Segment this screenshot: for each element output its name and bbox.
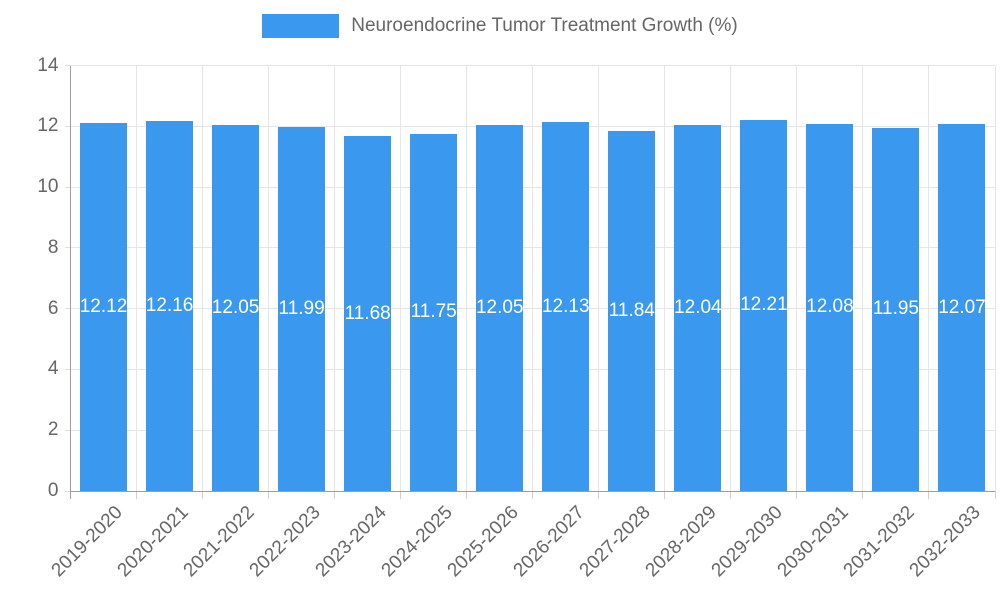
bar <box>278 126 326 491</box>
y-axis-tick <box>64 490 71 492</box>
x-axis-tick <box>730 491 732 499</box>
x-gridline <box>202 65 204 491</box>
x-gridline <box>862 65 864 491</box>
x-gridline <box>928 65 930 491</box>
y-tick-label: 4 <box>47 358 59 380</box>
x-axis-tick <box>928 491 930 499</box>
x-gridline <box>334 65 336 491</box>
y-axis-tick <box>64 429 71 431</box>
bar-value-label: 12.04 <box>674 297 722 319</box>
y-axis-tick <box>64 368 71 370</box>
bar <box>212 124 260 491</box>
x-tick-label: 2019-2020 <box>47 502 127 582</box>
x-axis-tick <box>598 491 600 499</box>
x-tick-label: 2030-2031 <box>773 502 853 582</box>
x-axis-tick <box>994 491 996 499</box>
legend-swatch <box>262 14 340 38</box>
bar <box>410 133 458 491</box>
bar-value-label: 12.12 <box>79 295 128 317</box>
y-tick-label: 8 <box>47 236 59 258</box>
y-tick-label: 0 <box>47 480 59 501</box>
x-gridline <box>664 65 666 491</box>
x-axis-line <box>70 490 995 492</box>
x-tick-label: 2031-2032 <box>839 502 919 582</box>
y-axis-tick <box>64 186 71 188</box>
bar <box>806 123 854 491</box>
legend-label: Neuroendocrine Tumor Treatment Growth (%… <box>351 15 738 36</box>
bar <box>740 119 788 491</box>
bar-value-label: 11.75 <box>410 301 457 323</box>
x-axis-tick <box>796 491 798 499</box>
x-axis-tick <box>862 491 864 499</box>
x-tick-label: 2026-2027 <box>509 502 589 582</box>
x-gridline <box>268 65 270 491</box>
bar-value-label: 11.68 <box>344 302 391 324</box>
y-axis-line <box>70 65 71 499</box>
x-axis-tick <box>466 491 468 499</box>
y-tick-label: 10 <box>37 176 59 198</box>
x-gridline <box>400 65 402 491</box>
y-tick-label: 12 <box>37 115 59 137</box>
bar <box>146 121 194 491</box>
x-axis-tick <box>400 491 402 499</box>
x-gridline <box>532 65 534 491</box>
legend: Neuroendocrine Tumor Treatment Growth (%… <box>0 14 1000 38</box>
x-axis-tick <box>532 491 534 499</box>
bar-value-label: 12.21 <box>740 294 788 316</box>
x-gridline <box>598 65 600 491</box>
bar <box>542 122 590 491</box>
bar-value-label: 11.95 <box>872 298 920 320</box>
bar-value-label: 12.05 <box>211 296 260 318</box>
x-tick-label: 2023-2024 <box>311 502 391 582</box>
bar-value-label: 11.99 <box>278 297 325 319</box>
legend-item[interactable]: Neuroendocrine Tumor Treatment Growth (%… <box>262 14 738 38</box>
x-tick-label: 2022-2023 <box>245 502 325 582</box>
x-tick-label: 2027-2028 <box>575 502 655 582</box>
x-gridline <box>466 65 468 491</box>
bar <box>938 124 986 491</box>
x-gridline <box>730 65 732 491</box>
bar-value-label: 12.05 <box>475 296 524 318</box>
x-gridline <box>796 65 798 491</box>
x-tick-label: 2025-2026 <box>443 502 523 582</box>
y-tick-label: 6 <box>47 297 59 319</box>
bar-value-label: 11.84 <box>608 300 655 322</box>
x-axis-tick <box>202 491 204 499</box>
bar-value-label: 12.08 <box>806 296 854 318</box>
x-tick-label: 2029-2030 <box>707 502 787 582</box>
x-axis-tick <box>136 491 138 499</box>
y-tick-label: 2 <box>47 419 59 441</box>
x-tick-label: 2032-2033 <box>905 502 985 582</box>
bar-value-label: 12.13 <box>541 295 590 317</box>
bar <box>608 131 656 491</box>
bar <box>674 125 722 491</box>
y-tick-label: 14 <box>37 54 59 76</box>
bar <box>80 122 128 491</box>
x-tick-label: 2028-2029 <box>641 502 721 582</box>
x-axis-tick <box>664 491 666 499</box>
y-axis-tick <box>64 247 71 249</box>
y-axis-tick <box>64 65 71 66</box>
bar-value-label: 12.07 <box>938 296 986 318</box>
bar <box>872 127 920 491</box>
x-tick-label: 2024-2025 <box>377 502 457 582</box>
x-axis-tick <box>334 491 336 499</box>
x-axis-tick <box>268 491 270 499</box>
bar <box>476 124 524 491</box>
x-tick-label: 2021-2022 <box>179 502 259 582</box>
x-tick-label: 2020-2021 <box>113 502 193 582</box>
y-axis-tick <box>64 125 71 127</box>
x-gridline <box>994 65 996 491</box>
bar-value-label: 12.16 <box>145 295 194 317</box>
x-gridline <box>136 65 138 491</box>
y-axis-tick <box>64 308 71 310</box>
bar <box>344 136 392 491</box>
